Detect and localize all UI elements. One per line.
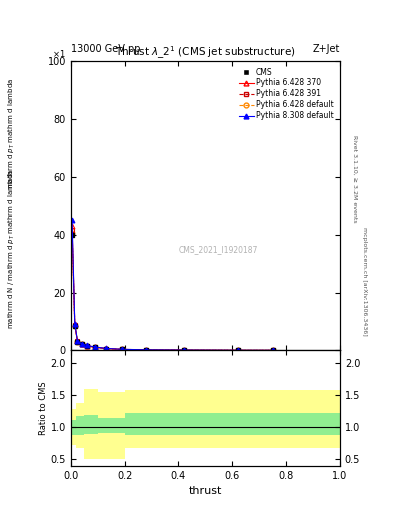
- Pythia 6.428 391: [270, 347, 275, 353]
- Pythia 6.428 default: [103, 346, 108, 352]
- Text: mathrm d $p_T$ mathrm d lambda: mathrm d $p_T$ mathrm d lambda: [6, 78, 17, 189]
- Pythia 6.428 default: [84, 343, 89, 349]
- CMS: [72, 323, 77, 329]
- Pythia 6.428 default: [144, 347, 149, 353]
- Line: Pythia 6.428 370: Pythia 6.428 370: [70, 224, 275, 353]
- Pythia 6.428 370: [79, 341, 84, 347]
- CMS: [119, 347, 124, 353]
- Text: Rivet 3.1.10, ≥ 3.2M events: Rivet 3.1.10, ≥ 3.2M events: [352, 135, 357, 223]
- Text: CMS_2021_I1920187: CMS_2021_I1920187: [179, 245, 259, 254]
- Pythia 6.428 370: [270, 347, 275, 353]
- Pythia 6.428 370: [182, 347, 186, 353]
- Pythia 6.428 370: [119, 346, 124, 352]
- X-axis label: thrust: thrust: [189, 486, 222, 496]
- CMS: [270, 347, 275, 353]
- Pythia 6.428 default: [75, 338, 80, 345]
- Pythia 6.428 default: [93, 345, 97, 351]
- Pythia 8.308 default: [93, 344, 97, 350]
- Y-axis label: Ratio to CMS: Ratio to CMS: [39, 381, 48, 435]
- Pythia 8.308 default: [84, 343, 89, 349]
- Pythia 8.308 default: [75, 338, 80, 344]
- Pythia 6.428 370: [70, 223, 74, 229]
- Pythia 8.308 default: [72, 321, 77, 327]
- Pythia 6.428 391: [93, 344, 97, 350]
- Line: Pythia 6.428 391: Pythia 6.428 391: [70, 228, 275, 353]
- Pythia 6.428 default: [70, 230, 74, 237]
- Pythia 6.428 391: [119, 346, 124, 352]
- CMS: [103, 346, 108, 352]
- Pythia 6.428 370: [84, 343, 89, 349]
- Pythia 6.428 370: [75, 338, 80, 344]
- CMS: [70, 232, 74, 238]
- Pythia 6.428 370: [93, 344, 97, 350]
- Pythia 8.308 default: [144, 347, 149, 353]
- Pythia 6.428 391: [182, 347, 186, 353]
- Pythia 6.428 391: [79, 341, 84, 347]
- Pythia 6.428 370: [103, 346, 108, 352]
- Legend: CMS, Pythia 6.428 370, Pythia 6.428 391, Pythia 6.428 default, Pythia 8.308 defa: CMS, Pythia 6.428 370, Pythia 6.428 391,…: [236, 65, 336, 122]
- Line: CMS: CMS: [70, 233, 275, 352]
- CMS: [144, 347, 149, 353]
- CMS: [79, 341, 84, 347]
- Pythia 6.428 default: [119, 347, 124, 353]
- Line: Pythia 6.428 default: Pythia 6.428 default: [70, 231, 275, 353]
- Pythia 6.428 default: [182, 347, 186, 353]
- Title: Thrust $\lambda\_2^1$ (CMS jet substructure): Thrust $\lambda\_2^1$ (CMS jet substruct…: [115, 45, 296, 61]
- Pythia 8.308 default: [235, 347, 240, 353]
- Pythia 8.308 default: [79, 340, 84, 347]
- Pythia 8.308 default: [182, 347, 186, 353]
- Pythia 6.428 370: [144, 347, 149, 353]
- CMS: [93, 345, 97, 351]
- Pythia 6.428 391: [103, 346, 108, 352]
- Text: mcplots.cern.ch [arXiv:1306.3436]: mcplots.cern.ch [arXiv:1306.3436]: [362, 227, 367, 336]
- CMS: [235, 347, 240, 353]
- Text: $\times$1: $\times$1: [52, 48, 65, 58]
- CMS: [182, 347, 186, 353]
- Pythia 8.308 default: [270, 347, 275, 353]
- Pythia 6.428 391: [70, 227, 74, 233]
- Pythia 6.428 391: [235, 347, 240, 353]
- Pythia 6.428 391: [84, 343, 89, 349]
- Pythia 6.428 default: [270, 347, 275, 353]
- Pythia 6.428 370: [235, 347, 240, 353]
- Pythia 6.428 370: [72, 322, 77, 328]
- Text: mathrm d$^2$N: mathrm d$^2$N: [0, 112, 1, 156]
- Text: mathrm d N / mathrm d $p_T$ mathrm d lambda: mathrm d N / mathrm d $p_T$ mathrm d lam…: [6, 169, 17, 329]
- Line: Pythia 8.308 default: Pythia 8.308 default: [70, 218, 275, 353]
- Pythia 6.428 391: [75, 338, 80, 345]
- CMS: [84, 343, 89, 349]
- Pythia 8.308 default: [119, 346, 124, 352]
- Pythia 6.428 391: [144, 347, 149, 353]
- Text: Z+Jet: Z+Jet: [312, 44, 340, 54]
- Text: 13000 GeV pp: 13000 GeV pp: [71, 44, 140, 54]
- Pythia 8.308 default: [70, 217, 74, 223]
- Pythia 6.428 391: [72, 322, 77, 328]
- CMS: [75, 338, 80, 345]
- Pythia 6.428 default: [79, 341, 84, 347]
- Pythia 8.308 default: [103, 345, 108, 351]
- Pythia 6.428 default: [72, 323, 77, 329]
- Pythia 6.428 default: [235, 347, 240, 353]
